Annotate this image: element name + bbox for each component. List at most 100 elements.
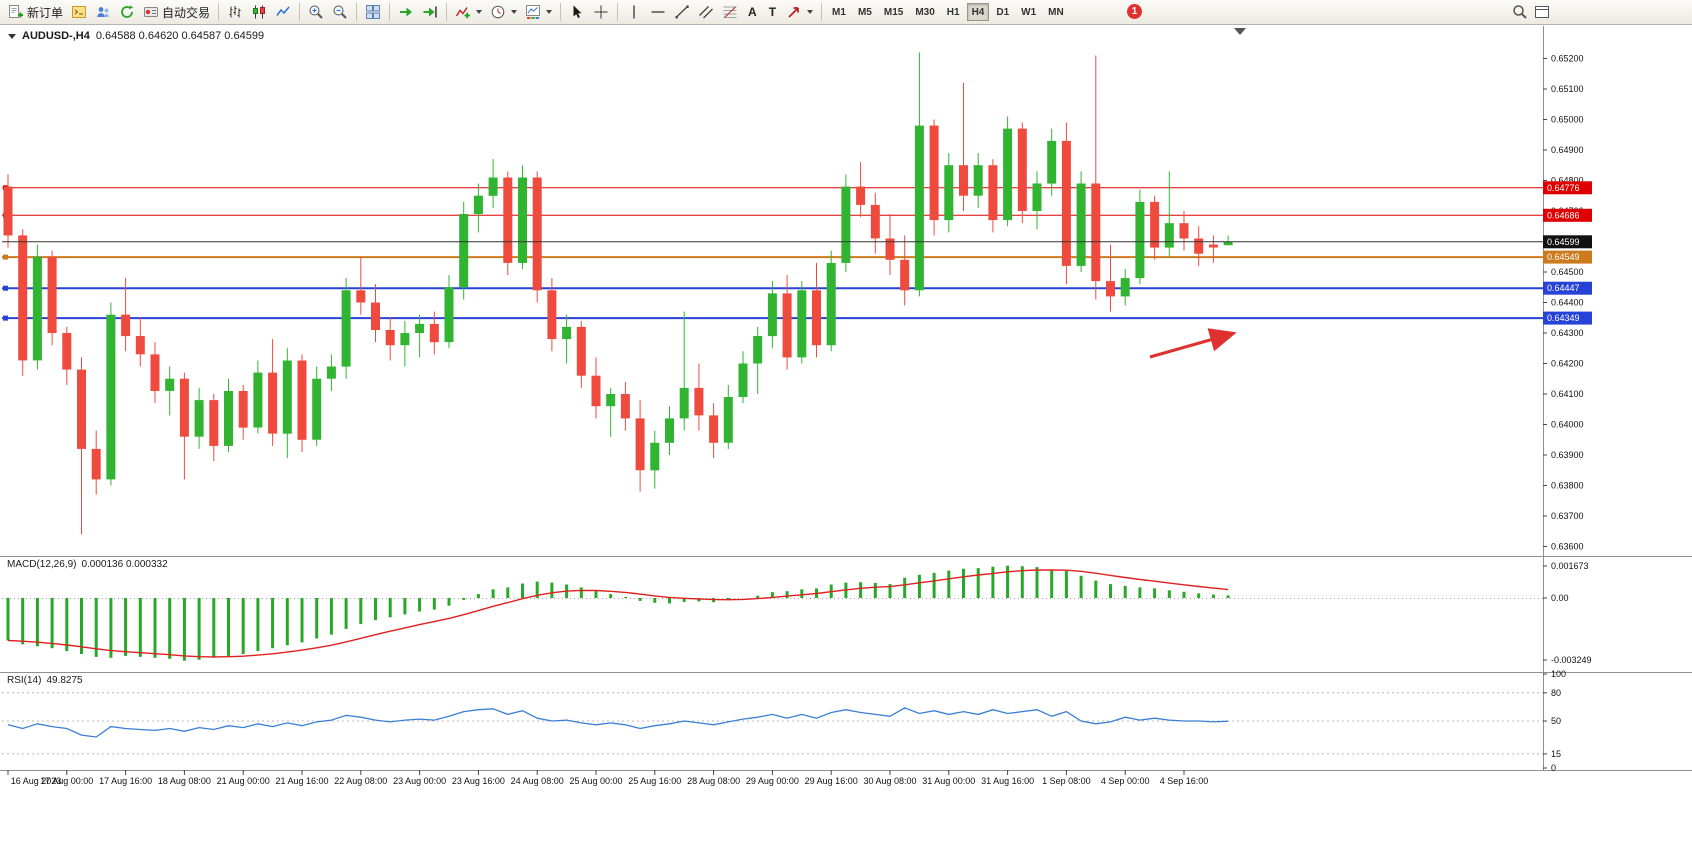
svg-text:0.64776: 0.64776 (1547, 183, 1580, 193)
equidistant-channel-button[interactable] (694, 2, 718, 23)
horizontal-line-button[interactable] (646, 2, 670, 23)
candle (1061, 122, 1071, 285)
fibonacci-button[interactable] (718, 2, 742, 23)
macd-axis-label: -0.003249 (1551, 655, 1592, 665)
price-axis-label: 0.65100 (1551, 84, 1584, 94)
toolbar-separator (821, 3, 823, 21)
macd-axis-label: 0.001673 (1551, 561, 1589, 571)
time-axis-label: 18 Aug 08:00 (158, 776, 211, 786)
community-button[interactable] (91, 2, 115, 23)
price-axis-label: 0.65200 (1551, 54, 1584, 64)
timeframe-MN[interactable]: MN (1048, 6, 1064, 18)
line-handle[interactable] (3, 285, 8, 291)
candle (503, 171, 513, 275)
price-axis-label: 0.64300 (1551, 328, 1584, 338)
timeframe-H4[interactable]: H4 (966, 3, 990, 21)
candle (1017, 122, 1027, 224)
cursor-button[interactable] (565, 2, 589, 23)
new-order-button[interactable]: 新订单 (4, 2, 67, 23)
refresh-icon (119, 4, 135, 20)
label-button[interactable]: T (763, 2, 782, 23)
bar-chart-button[interactable] (223, 2, 247, 23)
zoom-in-button[interactable] (304, 2, 328, 23)
fibonacci-icon (722, 4, 738, 20)
templates-button[interactable] (521, 2, 556, 23)
panels-button[interactable] (1534, 4, 1550, 20)
candle (444, 275, 454, 349)
candle-chart-icon (251, 4, 267, 20)
timeframe-M1[interactable]: M1 (832, 6, 846, 18)
timeframe-M30[interactable]: M30 (915, 6, 935, 18)
candle (1091, 55, 1101, 300)
crosshair-button[interactable] (589, 2, 613, 23)
chart-shift-marker[interactable] (1234, 28, 1246, 35)
svg-text:0.64349: 0.64349 (1547, 313, 1580, 323)
candle-chart-button[interactable] (247, 2, 271, 23)
chart-shift-button[interactable] (418, 2, 442, 23)
metaeditor-button[interactable] (67, 2, 91, 23)
candle (900, 235, 910, 306)
candle (121, 278, 131, 352)
symbol-dropdown-icon[interactable] (8, 33, 16, 39)
hline-price-tag: 0.64549 (1543, 250, 1592, 264)
toolbar-separator (299, 3, 301, 21)
candle (1150, 195, 1160, 260)
toolbar-separator (446, 3, 448, 21)
horizontal-line-object[interactable] (2, 185, 1543, 191)
text-button[interactable]: A (742, 2, 763, 23)
chart-title: AUDUSD-,H4 0.64588 0.64620 0.64587 0.645… (8, 30, 264, 42)
auto-scroll-button[interactable] (394, 2, 418, 23)
candle (312, 366, 322, 446)
timeframe-D1[interactable]: D1 (996, 6, 1010, 18)
time-axis-label: 21 Aug 16:00 (275, 776, 328, 786)
trendline-icon (674, 4, 690, 20)
vline-icon (626, 4, 642, 20)
line-handle[interactable] (3, 315, 8, 321)
candle (1076, 171, 1086, 272)
periods-button[interactable] (486, 2, 521, 23)
hline-price-tag: 0.64349 (1543, 311, 1592, 325)
rsi-axis-label: 50 (1551, 716, 1561, 726)
candle (856, 162, 866, 218)
horizontal-line-object[interactable] (2, 254, 1543, 260)
candle (767, 281, 777, 349)
price-axis-label: 0.64000 (1551, 420, 1584, 430)
arrows-button[interactable] (782, 2, 817, 23)
timeframe-W1[interactable]: W1 (1021, 6, 1037, 18)
candle (620, 381, 630, 431)
time-axis-label: 25 Aug 16:00 (628, 776, 681, 786)
candle (253, 360, 263, 434)
trendline-button[interactable] (670, 2, 694, 23)
candle (268, 339, 278, 446)
autotrading-button[interactable]: 自动交易 (139, 2, 214, 23)
timeframe-M5[interactable]: M5 (857, 6, 872, 18)
templates-icon (525, 4, 541, 20)
timeframe-M15[interactable]: M15 (883, 6, 904, 18)
crosshair-icon (593, 4, 609, 20)
timeframe-H1[interactable]: H1 (946, 6, 960, 18)
candle (400, 320, 410, 367)
candle (194, 387, 204, 449)
candle (1003, 116, 1013, 227)
candle (870, 192, 880, 254)
toolbar-separator (356, 3, 358, 21)
annotation-arrow[interactable] (1149, 328, 1237, 359)
zoom-out-button[interactable] (328, 2, 352, 23)
price-axis-label: 0.64100 (1551, 389, 1584, 399)
vertical-line-button[interactable] (622, 2, 646, 23)
line-chart-button[interactable] (271, 2, 295, 23)
candle (238, 384, 248, 440)
search-button[interactable] (1512, 4, 1528, 20)
line-handle[interactable] (3, 254, 8, 260)
notifications-badge[interactable]: 1 (1127, 4, 1142, 19)
horizontal-line-object[interactable] (2, 212, 1543, 218)
refresh-button[interactable] (115, 2, 139, 23)
time-axis-label: 4 Sep 00:00 (1101, 776, 1150, 786)
candle (1106, 244, 1115, 312)
candle (841, 174, 851, 272)
indicators-button[interactable] (451, 2, 486, 23)
new-order-button-label: 新订单 (27, 5, 64, 20)
tile-windows-button[interactable] (361, 2, 385, 23)
candle (62, 326, 72, 385)
